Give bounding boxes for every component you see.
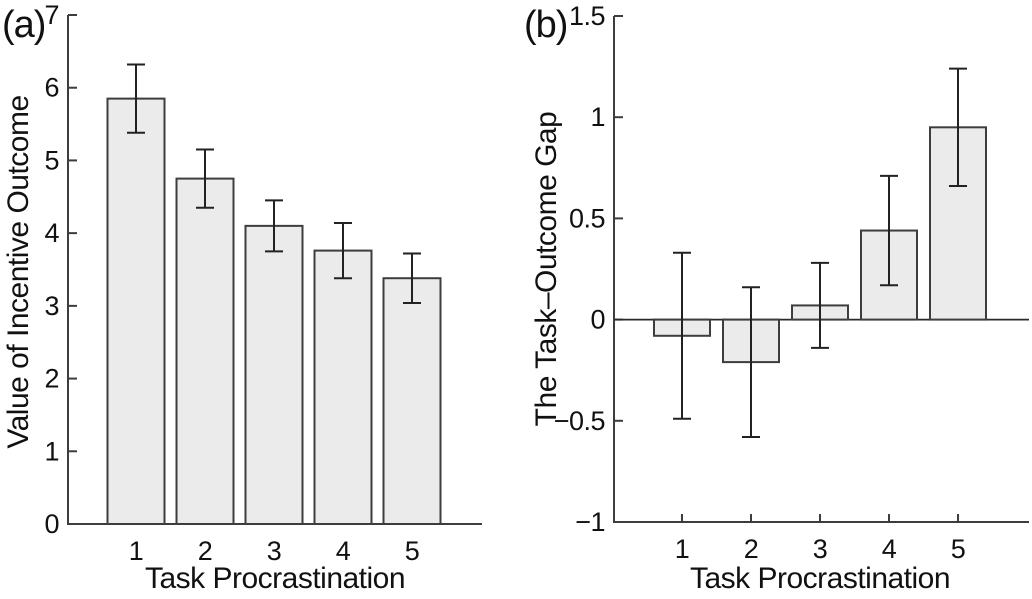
x-tick-label: 5 [951,534,966,564]
panel-a-tag: (a) [2,4,45,46]
panel-a: (a) Value of Incentive Outcome Task Proc… [2,0,482,595]
bar [244,224,304,525]
x-tick-label: 1 [129,536,144,566]
y-tick-label: 6 [44,73,59,103]
x-tick-label: 2 [198,536,213,566]
panel-b: (b) The Task–Outcome Gap Task Procrastin… [524,1,1029,595]
y-tick-label: 7 [44,0,59,30]
y-tick-label: −0.5 [554,406,605,436]
y-tick-label: 1 [590,102,605,132]
panel-a-plot-area: 0 1 2 3 4 5 6 7 1 2 3 4 5 [44,0,482,566]
y-tick-label: 0 [590,305,605,335]
x-tick-label: 4 [336,536,351,566]
x-tick-label: 3 [267,536,282,566]
y-tick-label: 1.5 [569,1,605,31]
panel-a-y-axis-title: Value of Incentive Outcome [2,95,35,448]
y-tick-label: 4 [44,218,59,248]
y-tick-label: 0 [44,509,59,539]
panel-a-x-axis-title: Task Procrastination [145,562,405,594]
y-tick-label: 1 [44,436,59,466]
x-tick-label: 5 [405,536,420,566]
y-tick-label: 5 [44,145,59,175]
y-tick-label: 0.5 [569,203,605,233]
bar [175,177,235,525]
panel-b-tag: (b) [524,4,567,46]
y-tick-label: 2 [44,364,59,394]
bar [382,277,442,525]
panel-b-y-axis-title: The Task–Outcome Gap [530,112,563,427]
panel-b-x-axis-title: Task Procrastination [690,562,950,594]
panel-b-plot-area: −1 −0.5 0 0.5 1 1.5 1 2 3 4 5 [554,1,1029,564]
x-tick-label: 3 [813,534,828,564]
bar [313,249,373,525]
x-tick-label: 1 [675,534,690,564]
y-tick-label: 3 [44,291,59,321]
x-tick-label: 4 [882,534,897,564]
x-tick-label: 2 [744,534,759,564]
bar [106,97,166,525]
y-tick-label: −1 [575,507,605,537]
